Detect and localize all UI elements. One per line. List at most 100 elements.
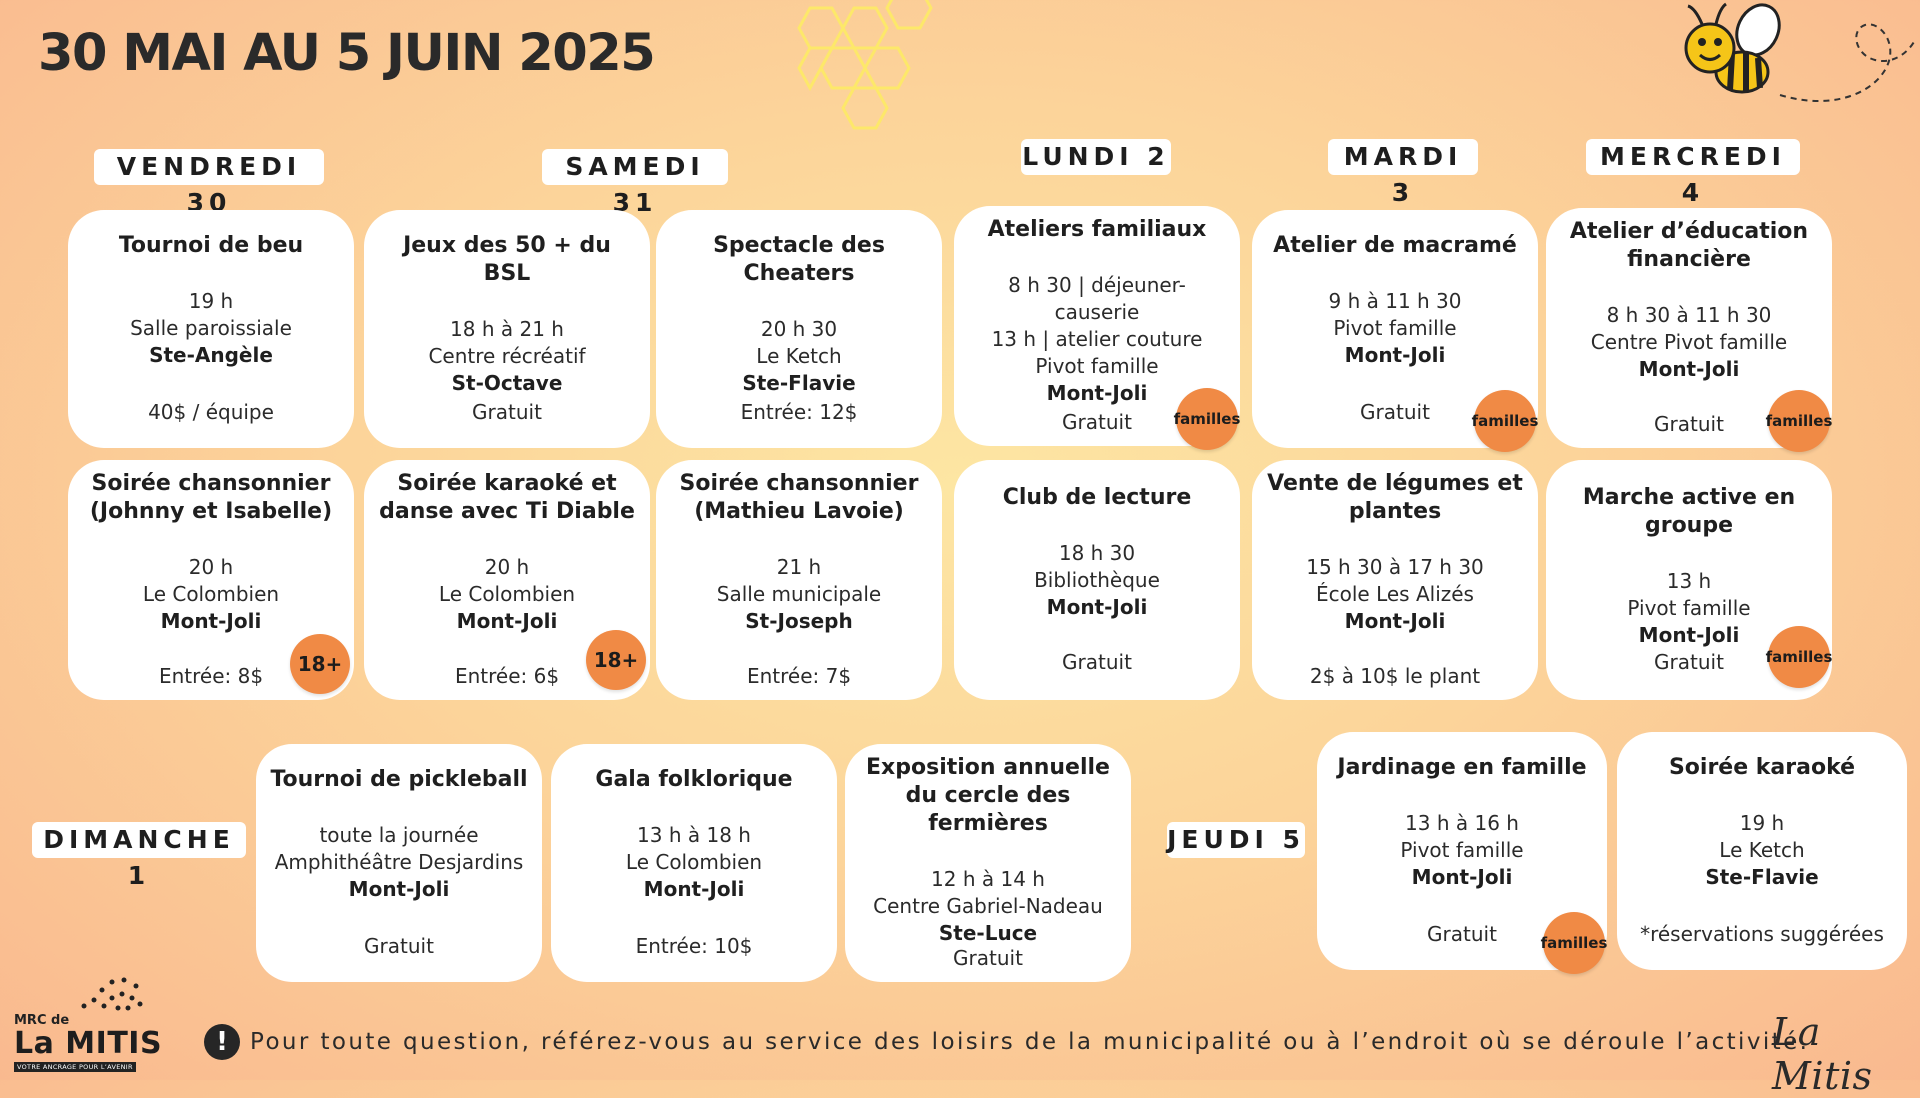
footer-notice: ! Pour toute question, référez-vous au s… [204, 1024, 1809, 1060]
event-price: Gratuit [1427, 922, 1497, 946]
event-place: Pivot famille [1035, 354, 1159, 378]
event-price: Gratuit [1062, 650, 1132, 674]
event-time: 18 h 30 [1058, 541, 1136, 565]
event-card-jeux-50[interactable]: Jeux des 50 + du BSL 18 h à 21 h Centre … [364, 210, 650, 448]
event-time: 21 h [776, 555, 822, 579]
event-time: 19 h [1739, 811, 1785, 835]
event-place: Pivot famille [1627, 596, 1751, 620]
mrc-logo-name: La MITIS [14, 1026, 163, 1061]
event-title: Spectacle des Cheaters [713, 233, 885, 286]
event-card-spectacle-cheaters[interactable]: Spectacle des Cheaters 20 h 30 Le Ketch … [656, 210, 942, 448]
event-title: Exposition annuelle du cercle des fermiè… [866, 755, 1110, 836]
event-place: Le Ketch [1719, 838, 1805, 862]
event-time: 13 h à 18 h [637, 823, 751, 847]
event-title: Vente de légumes et plantes [1267, 471, 1523, 524]
event-card-macrame[interactable]: Atelier de macramé 9 h à 11 h 30 Pivot f… [1252, 210, 1538, 452]
day-label-dimanche: DIMANCHE 1 [32, 822, 246, 890]
event-place: Centre Gabriel-Nadeau [873, 894, 1103, 918]
event-card-club-lecture[interactable]: Club de lecture 18 h 30 Bibliothèque Mon… [954, 460, 1240, 700]
event-time: 8 h 30 à 11 h 30 [1606, 303, 1772, 327]
event-town: Ste-Luce [938, 921, 1038, 945]
day-label-jeudi: JEUDI 5 [1167, 822, 1305, 858]
familles-badge: familles [1766, 626, 1832, 688]
event-town: Mont-Joli [1046, 381, 1148, 405]
event-price: Gratuit [364, 934, 434, 958]
event-price: Gratuit [472, 400, 542, 424]
event-card-education-financiere[interactable]: Atelier d’éducation financière 8 h 30 à … [1546, 208, 1832, 452]
event-town: Ste-Angèle [149, 343, 273, 367]
event-title: Jeux des 50 + du BSL [403, 233, 611, 286]
la-mitis-logo: La Mitis [1772, 1010, 1873, 1098]
event-place: Amphithéâtre Desjardins [274, 850, 524, 874]
event-price: Gratuit [953, 946, 1023, 970]
event-time: 20 h [484, 555, 530, 579]
event-card-jardinage[interactable]: Jardinage en famille 13 h à 16 h Pivot f… [1317, 732, 1607, 974]
event-time: 13 h à 16 h [1405, 811, 1519, 835]
age-18-badge: 18+ [290, 634, 350, 694]
event-price: Entrée: 7$ [746, 664, 852, 688]
event-town: St-Octave [451, 371, 563, 395]
event-price: Gratuit [1062, 410, 1132, 434]
event-price: 40$ / équipe [148, 400, 274, 424]
event-card-pickleball[interactable]: Tournoi de pickleball toute la journée A… [256, 744, 542, 982]
event-town: Mont-Joli [643, 877, 745, 901]
age-18-badge: 18+ [586, 630, 646, 690]
event-place: Le Colombien [625, 850, 763, 874]
event-town: Ste-Flavie [1705, 865, 1819, 889]
event-price: Entrée: 12$ [740, 400, 858, 424]
event-title: Ateliers familiaux [987, 217, 1207, 242]
event-title: Tournoi de pickleball [270, 767, 528, 792]
day-label-lundi: LUNDI 2 [1021, 139, 1171, 175]
event-time: 19 h [188, 289, 234, 313]
event-card-ateliers-familiaux[interactable]: Ateliers familiaux 8 h 30 | déjeuner-cau… [954, 206, 1240, 450]
event-title: Tournoi de beu [118, 233, 304, 258]
event-card-tournoi-beu[interactable]: Tournoi de beu 19 h Salle paroissiale St… [68, 210, 354, 448]
event-card-chansonnier-johnny[interactable]: Soirée chansonnier (Johnny et Isabelle) … [68, 460, 354, 700]
event-place: Le Colombien [438, 582, 576, 606]
event-price: Gratuit [1654, 650, 1724, 674]
event-title: Club de lecture [1002, 485, 1192, 510]
event-card-karaoke-ti-diable[interactable]: Soirée karaoké et danse avec Ti Diable 2… [364, 460, 650, 700]
day-label-samedi: SAMEDI 31 [542, 149, 728, 217]
event-town: Mont-Joli [1411, 865, 1513, 889]
event-title: Atelier de macramé [1273, 233, 1517, 258]
event-town: Mont-Joli [1046, 595, 1148, 619]
event-time: 13 h [1666, 569, 1712, 593]
event-title: Jardinage en famille [1337, 755, 1587, 780]
event-title: Soirée karaoké et danse avec Ti Diable [379, 471, 635, 524]
event-time: 18 h à 21 h [450, 317, 564, 341]
event-title: Soirée chansonnier (Johnny et Isabelle) [89, 471, 333, 524]
honeycomb-decoration [797, 0, 933, 130]
event-town: Mont-Joli [1344, 609, 1446, 633]
event-card-chansonnier-mathieu[interactable]: Soirée chansonnier (Mathieu Lavoie) 21 h… [656, 460, 942, 700]
mrc-logo-small-text: MRC de [14, 1013, 70, 1028]
footer-notice-text: Pour toute question, référez-vous au ser… [250, 1029, 1810, 1055]
sunburst-icon [81, 977, 143, 1011]
familles-badge: familles [1174, 388, 1240, 450]
event-price: Gratuit [1360, 400, 1430, 424]
exclamation-icon: ! [204, 1024, 240, 1060]
event-place: École Les Alizés [1316, 582, 1474, 606]
event-place: Bibliothèque [1034, 568, 1160, 592]
event-place: Pivot famille [1400, 838, 1524, 862]
event-title: Soirée karaoké [1668, 755, 1856, 780]
bee-illustration [1684, 2, 1916, 102]
event-title: Soirée chansonnier (Mathieu Lavoie) [679, 471, 919, 524]
event-place: Salle municipale [716, 582, 882, 606]
day-label-mercredi: MERCREDI 4 [1586, 139, 1800, 207]
event-card-soiree-karaoke[interactable]: Soirée karaoké 19 h Le Ketch Ste-Flavie … [1617, 732, 1907, 970]
event-town: St-Joseph [745, 609, 853, 633]
event-card-gala-folklorique[interactable]: Gala folklorique 13 h à 18 h Le Colombie… [551, 744, 837, 982]
event-price: 2$ à 10$ le plant [1309, 664, 1481, 688]
event-card-marche-active[interactable]: Marche active en groupe 13 h Pivot famil… [1546, 460, 1832, 700]
event-time: 20 h [188, 555, 234, 579]
event-title: Atelier d’éducation financière [1569, 219, 1809, 272]
event-time: toute la journée [319, 823, 479, 847]
event-card-exposition-fermieres[interactable]: Exposition annuelle du cercle des fermiè… [845, 744, 1131, 982]
event-price: Gratuit [1654, 412, 1724, 436]
event-card-vente-legumes[interactable]: Vente de légumes et plantes 15 h 30 à 17… [1252, 460, 1538, 700]
event-place: Le Colombien [142, 582, 280, 606]
event-schedule-2: 13 h | atelier couture [991, 327, 1203, 351]
familles-badge: familles [1766, 390, 1832, 452]
event-time: 9 h à 11 h 30 [1328, 289, 1462, 313]
